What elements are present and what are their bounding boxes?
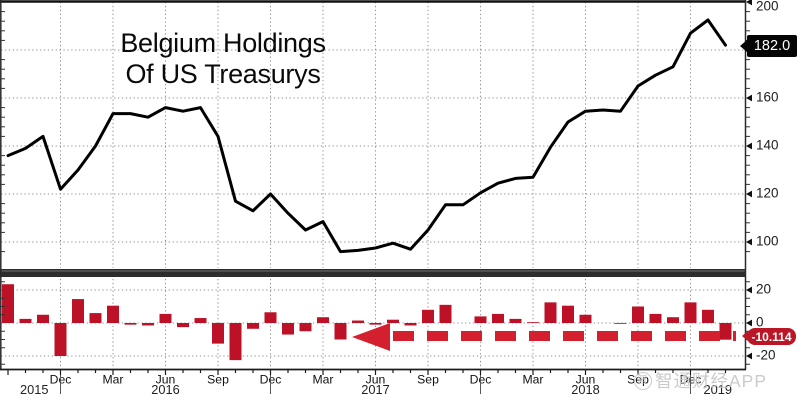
x-axis-year-label: 2015 [20,382,48,397]
axis-major-tick [746,238,752,246]
watermark-logo-icon: 智 [634,371,652,390]
axis-major-tick [746,190,752,198]
bar-monthly-change [579,314,592,323]
label-pointer [742,331,748,341]
chart-title-line1: Belgium Holdings [120,28,326,58]
bar-monthly-change [544,302,557,323]
bar-monthly-change [614,323,627,324]
x-axis-quarter-label: Jun [156,373,176,387]
bar-monthly-change [667,317,679,323]
bar-monthly-change [492,313,504,323]
watermark: 智 智通财经APP [634,368,767,393]
last-change-label: -10.114 [742,328,796,345]
x-axis-year-label: 2016 [151,382,179,397]
x-axis-quarter-label: Mar [523,373,544,387]
bar-monthly-change [422,309,434,323]
bar-monthly-change [212,323,224,344]
holdings-line [6,18,727,254]
y-axis-tick-label: 100 [756,234,779,249]
arrow-dash [461,331,482,341]
bar-monthly-change [247,323,259,329]
y-axis-tick-label: 0 [756,315,764,330]
axis-major-tick [746,0,752,6]
y-axis-tick-label: 120 [756,186,779,201]
x-axis-quarter-label: Jun [576,373,596,387]
bar-monthly-change [317,317,329,323]
bar-monthly-change [439,304,452,323]
panel-separator [0,269,746,277]
x-axis-quarter-label: Jun [366,373,386,387]
bar-monthly-change [72,299,84,323]
bar-monthly-change [124,323,137,325]
label-pointer [740,40,747,52]
bar-monthly-change [509,318,522,323]
bar-monthly-change [37,314,49,323]
y-axis-tick-label: -20 [756,348,776,363]
arrow-dash [427,331,448,341]
y-axis-tick-label: 20 [756,282,771,297]
bar-monthly-change [387,319,399,323]
axis-major-tick [746,352,752,360]
arrow-dash [495,331,516,341]
x-axis-quarter-label: Mar [313,373,334,387]
arrow-dash [665,331,686,341]
last-price-label: 182.0 [740,35,797,57]
y-axis-tick-label: 140 [756,138,779,153]
bar-monthly-change [649,313,662,323]
last-price-value: 182.0 [753,38,791,54]
bar-monthly-change [352,320,364,323]
bar-monthly-change [702,309,714,323]
bar-monthly-change [142,323,154,326]
x-axis-year-label: 2017 [361,382,389,397]
arrow-dash [631,331,652,341]
bar-monthly-change [19,318,32,323]
bar-monthly-change [719,323,732,340]
axis-major-tick [746,142,752,150]
x-axis-year-label: 2019 [704,382,732,397]
bar-monthly-change [54,323,67,356]
chart-title-line2: Of US Treasurys [125,59,321,89]
bar-monthly-change [107,305,119,323]
x-axis-quarter-label: Mar [103,373,124,387]
bar-monthly-change [299,323,312,332]
bar-monthly-change [2,284,14,323]
axis-major-tick [746,94,752,102]
bar-monthly-change [89,313,102,323]
y-axis-tick-label: 160 [756,90,779,105]
arrow-dash [529,331,550,341]
chart-title: Belgium Holdings Of US Treasurys [110,28,336,90]
bar-monthly-change [229,323,242,361]
arrow-head-left [352,323,390,351]
x-axis-quarter-label: Sep [207,373,229,387]
last-change-value: -10.114 [751,329,792,344]
bar-monthly-change [527,322,539,323]
arrow-dash [699,331,720,341]
y-axis-tick-label: 200 [756,0,779,14]
bar-monthly-change [684,302,697,323]
bar-monthly-change [177,323,189,328]
x-axis-year-label: 2018 [571,382,599,397]
bar-monthly-change [404,323,417,326]
watermark-text: 智通财经APP [655,371,768,391]
axis-major-tick [746,286,752,294]
arrow-dash [563,331,584,341]
bar-monthly-change [474,316,487,323]
bar-monthly-change [159,313,172,323]
bar-monthly-change [194,318,207,323]
arrow-dash [597,331,618,341]
axis-major-tick [746,319,752,327]
arrow-dash [733,331,736,341]
bar-monthly-change [334,323,347,340]
bar-monthly-change [369,323,382,325]
x-axis-quarter-label: Sep [417,373,439,387]
arrow-dash [393,331,414,341]
bar-monthly-change [562,305,574,323]
bar-monthly-change [632,306,644,323]
bar-monthly-change [264,312,277,323]
bar-monthly-change [282,323,294,335]
